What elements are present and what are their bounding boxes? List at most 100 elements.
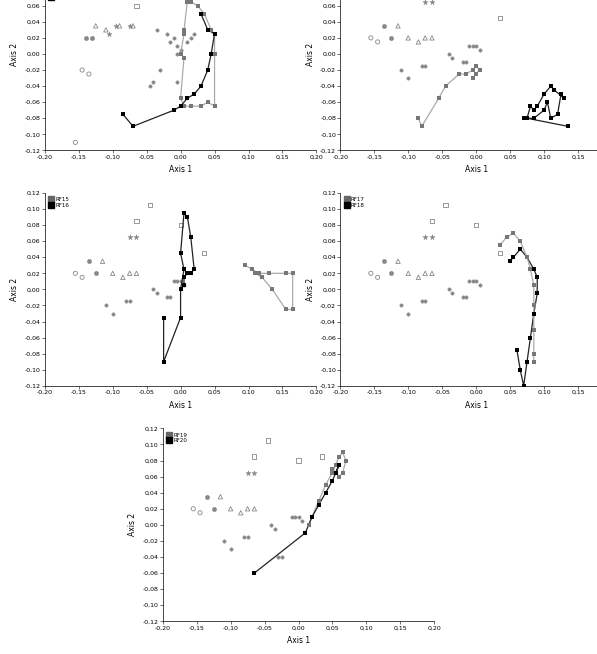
Y-axis label: Axis 2: Axis 2 xyxy=(128,513,137,536)
Point xyxy=(533,288,542,299)
Point xyxy=(444,284,454,294)
Point xyxy=(210,29,219,39)
Point xyxy=(145,81,155,92)
Point xyxy=(341,455,351,466)
Point xyxy=(173,276,182,286)
Point xyxy=(176,93,186,103)
Point xyxy=(522,113,532,124)
Point xyxy=(88,33,97,43)
Point xyxy=(104,29,114,39)
Point xyxy=(526,101,536,111)
Point xyxy=(186,33,196,43)
Point xyxy=(539,105,549,116)
Point xyxy=(226,543,235,554)
Point xyxy=(294,511,303,522)
Point xyxy=(270,524,279,534)
Point xyxy=(264,268,273,279)
Point xyxy=(328,468,337,478)
Point xyxy=(321,487,331,498)
Point xyxy=(125,20,134,31)
Point xyxy=(98,256,107,266)
Y-axis label: Axis 2: Axis 2 xyxy=(10,278,19,301)
X-axis label: Axis 1: Axis 1 xyxy=(169,165,192,174)
Point xyxy=(169,276,179,286)
Point xyxy=(338,468,347,478)
Point xyxy=(132,1,141,11)
Point xyxy=(179,272,189,283)
Point xyxy=(472,220,481,230)
Point xyxy=(183,37,192,47)
Point xyxy=(243,504,253,514)
Point xyxy=(396,300,406,311)
Point xyxy=(559,93,569,103)
Point xyxy=(250,468,259,478)
Point xyxy=(338,447,347,458)
Point xyxy=(495,240,504,250)
Point xyxy=(420,33,430,43)
Point xyxy=(543,97,552,107)
Point xyxy=(176,101,186,111)
Point xyxy=(334,459,344,470)
Point xyxy=(169,105,179,116)
Point xyxy=(186,0,196,7)
Point xyxy=(448,53,457,63)
Point xyxy=(502,232,512,243)
Point xyxy=(149,77,158,88)
Point xyxy=(199,9,209,19)
Point xyxy=(373,37,383,47)
Point xyxy=(210,49,219,60)
Point xyxy=(448,288,457,299)
Point xyxy=(539,89,549,99)
Point xyxy=(101,300,110,311)
Point xyxy=(300,528,310,538)
Point xyxy=(186,232,196,243)
Point xyxy=(176,220,186,230)
Point xyxy=(277,552,287,562)
Point xyxy=(427,0,437,7)
Point xyxy=(475,44,484,55)
Point xyxy=(196,81,206,92)
Point xyxy=(202,491,211,502)
Point xyxy=(207,49,216,60)
Point xyxy=(404,308,413,318)
Point xyxy=(522,356,532,367)
Point xyxy=(307,511,317,522)
Point xyxy=(186,101,196,111)
Point xyxy=(294,455,303,466)
Point xyxy=(210,29,219,39)
Point xyxy=(454,69,464,79)
Point xyxy=(515,244,525,254)
Point xyxy=(250,568,259,578)
Point xyxy=(250,451,259,462)
Point xyxy=(179,264,189,275)
Point xyxy=(505,256,515,266)
Point xyxy=(132,268,141,279)
Point xyxy=(189,264,199,275)
Point xyxy=(334,451,344,462)
Point xyxy=(173,77,182,88)
Point xyxy=(519,113,528,124)
Point xyxy=(321,479,331,490)
Point xyxy=(179,101,189,111)
Point xyxy=(189,29,199,39)
Point xyxy=(366,33,376,43)
Point xyxy=(266,519,276,530)
Point xyxy=(243,532,253,542)
Point xyxy=(196,9,206,19)
Point xyxy=(529,349,538,359)
Point xyxy=(526,332,536,343)
Point xyxy=(441,81,450,92)
Point xyxy=(427,268,437,279)
Point xyxy=(475,65,484,75)
Point xyxy=(288,268,297,279)
Point xyxy=(414,37,423,47)
Point xyxy=(84,256,94,266)
Point xyxy=(529,280,538,290)
Point xyxy=(189,89,199,99)
Point xyxy=(263,435,273,445)
Point xyxy=(236,508,245,518)
Point xyxy=(417,61,427,71)
Point xyxy=(81,33,90,43)
Point xyxy=(162,292,172,303)
Point xyxy=(458,292,467,303)
